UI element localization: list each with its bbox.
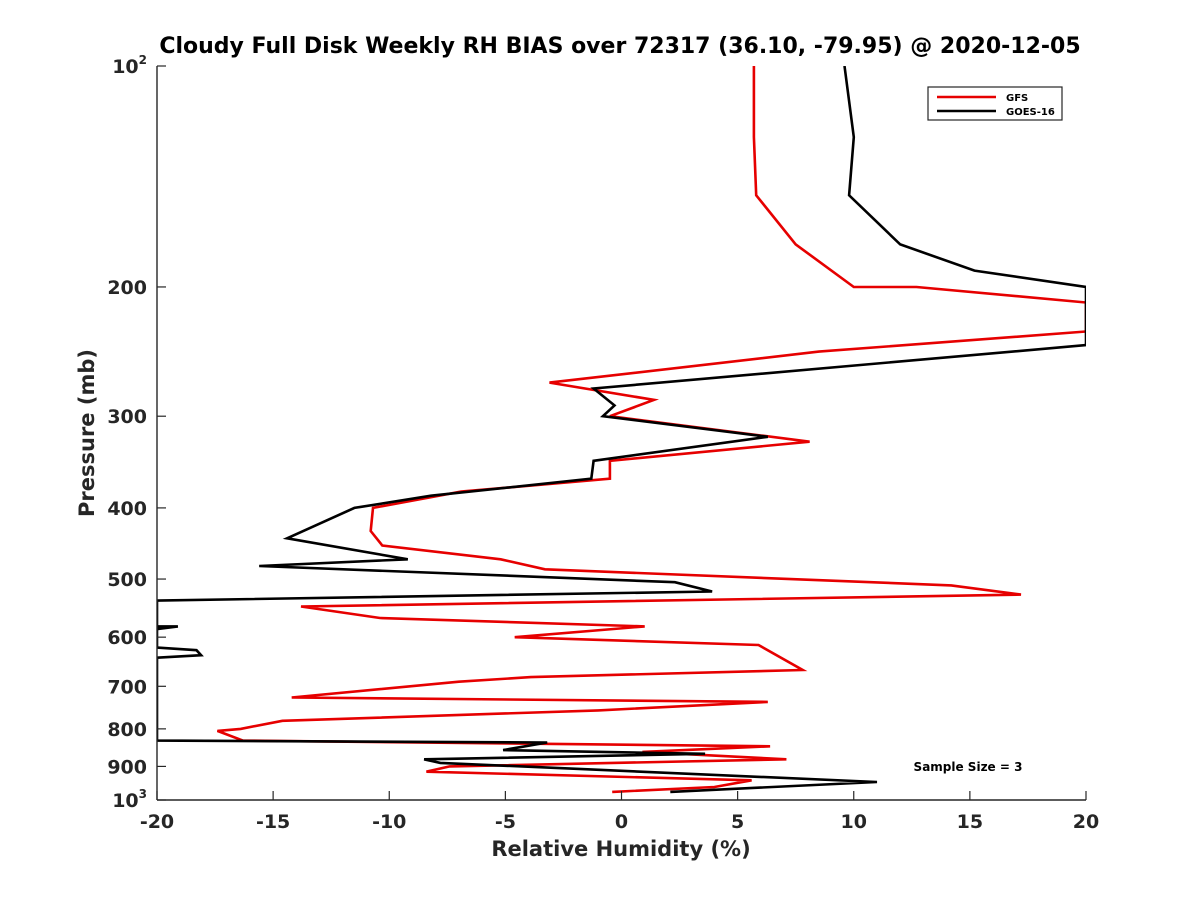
- y-tick-label: 500: [107, 569, 147, 591]
- x-tick-label: -15: [256, 811, 290, 833]
- x-tick-label: 15: [957, 811, 983, 833]
- x-tick-label: -20: [140, 811, 174, 833]
- legend-label: GOES-16: [1006, 107, 1055, 118]
- legend: GFS GOES-16: [927, 86, 1063, 121]
- series-layer: [157, 66, 1086, 794]
- y-tick-label: 200: [107, 277, 147, 299]
- y-tick-label: 800: [107, 719, 147, 741]
- x-tick-label: 5: [731, 811, 744, 833]
- x-tick-label: -10: [372, 811, 406, 833]
- x-tick-label: 0: [615, 811, 628, 833]
- y-tick-label: 103: [112, 787, 147, 812]
- y-tick-label: 300: [107, 406, 147, 428]
- y-tick-label: 600: [107, 627, 147, 649]
- y-tick-label: 400: [107, 498, 147, 520]
- sample-size-annotation: Sample Size = 3: [914, 760, 1023, 774]
- x-tick-label: -5: [495, 811, 516, 833]
- x-tick-label: 10: [841, 811, 867, 833]
- series-line-goes-16: [157, 66, 1086, 794]
- axes-layer: -20 -15 -10 -5 0 5 10 15 20 102 200 300 400 500 600 700…: [107, 53, 1099, 833]
- legend-label: GFS: [1006, 93, 1028, 104]
- y-tick-label: 700: [107, 676, 147, 698]
- legend-box: [927, 86, 1063, 121]
- y-tick-label: 900: [107, 756, 147, 778]
- x-tick-label: 20: [1073, 811, 1099, 833]
- y-tick-label: 102: [112, 53, 147, 78]
- y-axis-label: Pressure (mb): [75, 349, 99, 517]
- x-axis-label: Relative Humidity (%): [491, 837, 750, 861]
- chart-title: Cloudy Full Disk Weekly RH BIAS over 723…: [159, 34, 1080, 59]
